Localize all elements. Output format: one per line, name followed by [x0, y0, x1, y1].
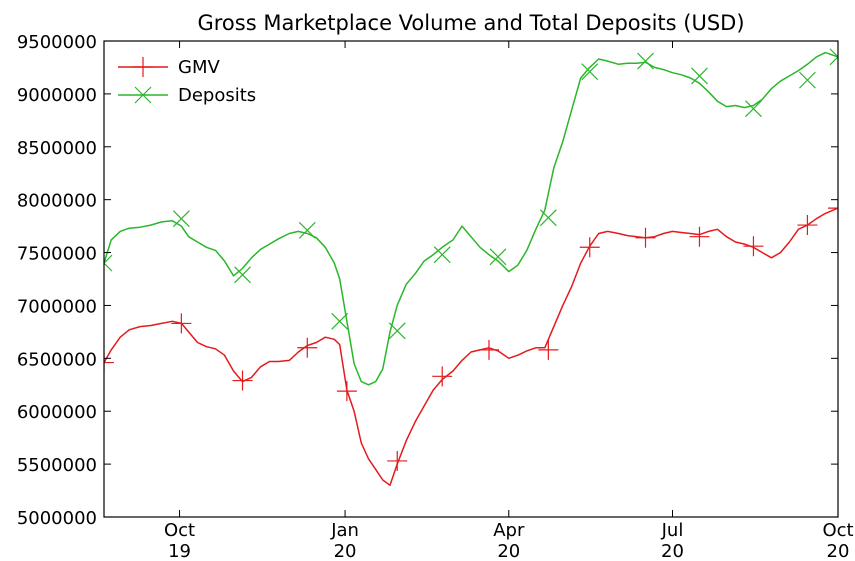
series-marker-deposits — [234, 266, 251, 284]
axes-layer: 5000000 5500000 6000000 6500000 7000000 75000… — [17, 32, 854, 561]
y-tick-label: 6500000 — [17, 349, 97, 370]
series-marker-gmv — [635, 227, 656, 248]
y-tick-label: 8500000 — [17, 138, 97, 159]
x-tick-label-month: Jul — [661, 520, 684, 541]
legend-item-deposits: Deposits — [118, 85, 256, 106]
x-tick-label-month: Apr — [493, 520, 525, 541]
chart-title: Gross Marketplace Volume and Total Depos… — [197, 11, 744, 35]
series-marker-deposits — [433, 246, 451, 264]
series-marker-gmv — [336, 381, 357, 402]
x-tick-label-month: Oct — [164, 520, 195, 541]
series-marker-deposits — [489, 248, 507, 266]
y-tick-label: 7500000 — [17, 244, 97, 265]
series-marker-deposits — [798, 71, 816, 89]
series-marker-deposits — [691, 67, 708, 85]
series-marker-gmv — [538, 339, 559, 360]
y-tick-label: 9500000 — [17, 32, 97, 53]
x-tick-label-year: 20 — [827, 541, 850, 561]
series-marker-gmv — [171, 313, 192, 334]
series-marker-deposits — [331, 312, 349, 330]
series-marker-deposits — [388, 322, 406, 340]
y-tick-label: 5500000 — [17, 455, 97, 476]
x-tick-label-year: 20 — [661, 541, 684, 561]
legend-label: Deposits — [178, 85, 256, 106]
series-line-gmv — [104, 207, 838, 487]
series-marker-deposits — [829, 48, 838, 66]
series-gmv — [104, 198, 838, 487]
x-tick-label-month: Jan — [330, 520, 359, 541]
series-marker-deposits — [298, 221, 316, 239]
series-marker-gmv — [387, 450, 408, 471]
series-marker-gmv — [297, 337, 318, 358]
series-marker-gmv — [743, 236, 764, 257]
series-marker-deposits — [745, 100, 762, 118]
series-layer — [104, 48, 838, 487]
y-tick-label: 6000000 — [17, 402, 97, 423]
x-tick-label-year: 20 — [497, 541, 520, 561]
series-marker-gmv — [689, 226, 710, 247]
series-marker-gmv — [104, 352, 114, 373]
y-tick-label: 8000000 — [17, 191, 97, 212]
legend-item-gmv: GMV — [118, 57, 220, 78]
series-marker-gmv — [828, 198, 838, 219]
y-tick-label: 9000000 — [17, 85, 97, 106]
x-tick-label-month: Oct — [822, 520, 853, 541]
series-line-deposits — [104, 51, 838, 386]
legend-marker — [133, 57, 153, 77]
series-deposits — [104, 48, 838, 386]
series-marker-deposits — [637, 52, 654, 70]
x-tick-label-year: 20 — [334, 541, 357, 561]
legend: GMV Deposits — [118, 57, 256, 106]
series-marker-gmv — [432, 366, 453, 387]
legend-marker — [134, 86, 152, 104]
series-marker-gmv — [232, 370, 253, 391]
y-tick-label: 7000000 — [17, 296, 97, 317]
series-marker-gmv — [579, 237, 600, 258]
series-marker-deposits — [104, 254, 113, 272]
legend-label: GMV — [178, 57, 220, 78]
plot-frame — [103, 40, 839, 518]
series-marker-gmv — [478, 339, 499, 360]
x-tick-label-year: 19 — [168, 541, 191, 561]
series-marker-deposits — [172, 210, 190, 228]
series-marker-deposits — [539, 209, 557, 227]
y-tick-label: 5000000 — [17, 508, 97, 529]
series-marker-gmv — [797, 215, 818, 236]
series-marker-deposits — [581, 63, 599, 81]
